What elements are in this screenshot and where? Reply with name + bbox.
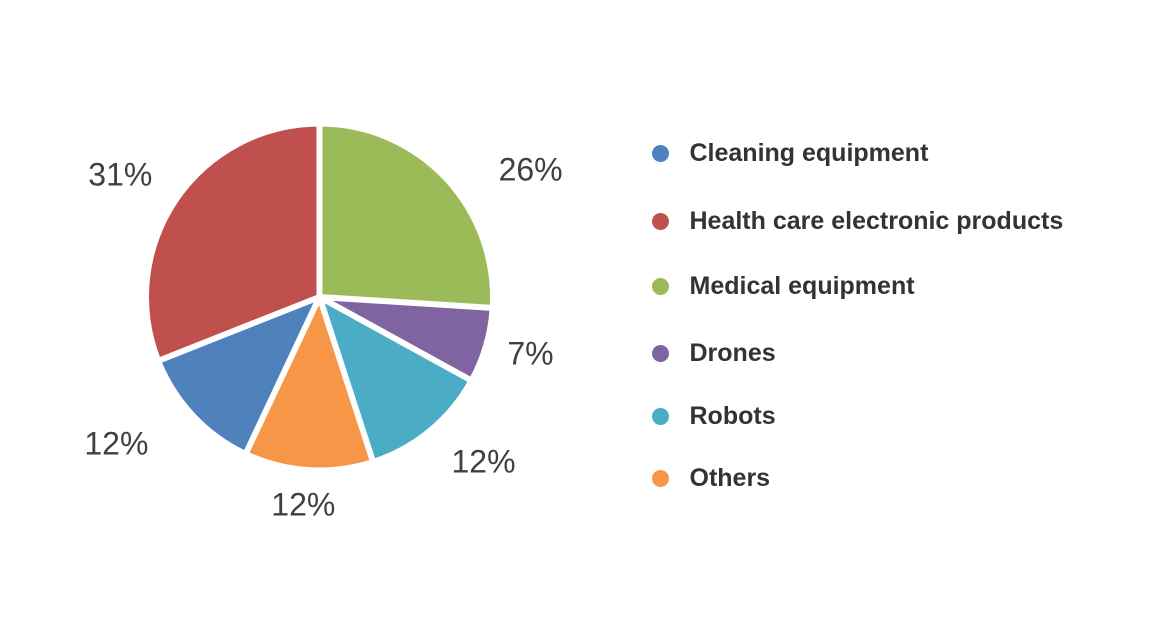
svg-text:31%: 31% <box>88 156 152 192</box>
svg-text:12%: 12% <box>451 444 515 480</box>
svg-text:26%: 26% <box>499 152 563 188</box>
svg-text:12%: 12% <box>84 426 148 462</box>
svg-text:7%: 7% <box>507 336 553 372</box>
svg-text:12%: 12% <box>271 487 335 523</box>
